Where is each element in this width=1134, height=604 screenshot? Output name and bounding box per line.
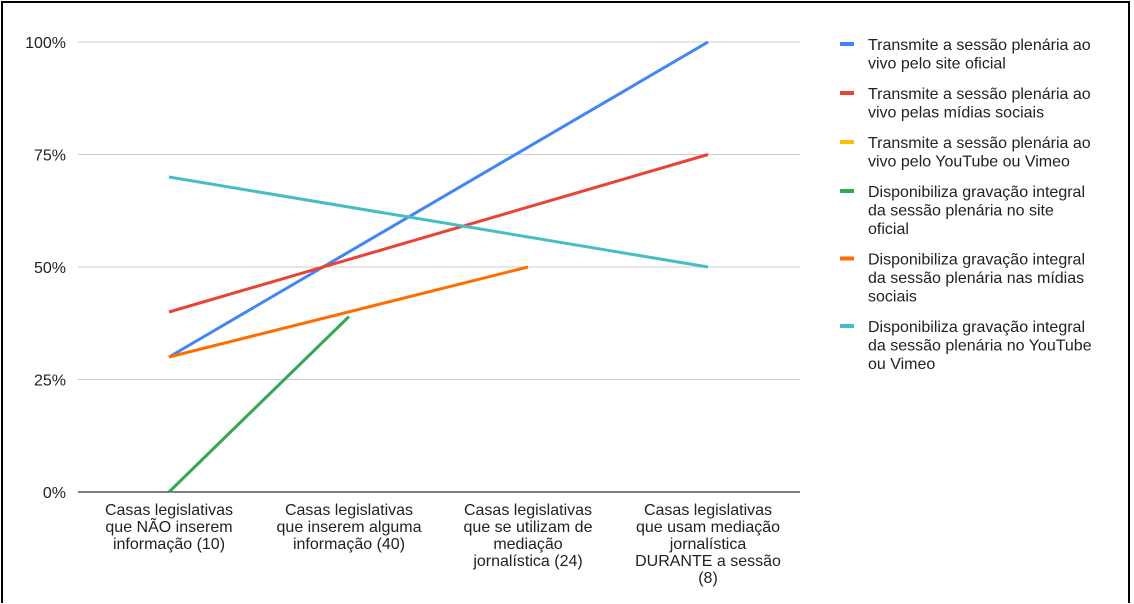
y-tick-label: 75% xyxy=(34,148,66,165)
legend-item: Transmite a sessão plenária ao vivo pelo … xyxy=(840,135,1091,171)
legend-label-line: sociais xyxy=(868,289,917,306)
legend-label-line: vivo pelo site oficial xyxy=(868,56,1006,73)
x-tick-label-line: Casas legislativas xyxy=(644,502,772,519)
legend-label-line: vivo pelo YouTube ou Vimeo xyxy=(868,154,1070,171)
legend-label-line: Disponibiliza gravação integral xyxy=(868,184,1085,201)
x-tick-label-line: (8) xyxy=(698,570,718,587)
legend-label-line: Disponibiliza gravação integral xyxy=(868,252,1085,269)
x-tick-label-line: que usam mediação xyxy=(636,519,780,536)
x-tick-label-line: que se utilizam de xyxy=(464,519,593,536)
legend: Transmite a sessão plenária ao vivo pelo … xyxy=(840,37,1092,373)
legend-item: Disponibiliza gravação integral da sessão… xyxy=(840,319,1092,373)
x-tick-label-line: jornalística (24) xyxy=(472,553,582,570)
y-tick-label: 50% xyxy=(34,260,66,277)
x-tick-label-line: mediação xyxy=(493,536,562,553)
x-tick-label-line: DURANTE a sessão xyxy=(635,553,781,570)
x-tick-label-line: Casas legislativas xyxy=(464,502,592,519)
legend-item: Transmite a sessão plenária ao vivo pelas… xyxy=(840,86,1091,122)
y-tick-label: 25% xyxy=(34,373,66,390)
legend-item: Transmite a sessão plenária ao vivo pelo … xyxy=(840,37,1091,73)
series-lines xyxy=(167,40,709,494)
legend-label-line: oficial xyxy=(868,221,909,238)
gridlines xyxy=(78,41,800,493)
series-line xyxy=(167,315,351,494)
legend-label-line: da sessão plenária no YouTube xyxy=(868,338,1092,355)
legend-label-line: Transmite a sessão plenária ao xyxy=(868,86,1091,103)
x-tick-label-line: jornalística xyxy=(669,536,747,553)
x-tick-label-line: Casas legislativas xyxy=(105,502,233,519)
legend-label-line: ou Vimeo xyxy=(868,356,935,373)
legend-label-line: da sessão plenária nas mídias xyxy=(868,270,1084,287)
legend-label-line: Transmite a sessão plenária ao xyxy=(868,37,1091,54)
series-line xyxy=(168,40,709,359)
x-tick-label-line: informação (10) xyxy=(113,536,225,553)
series-line xyxy=(168,153,709,314)
legend-label-line: Transmite a sessão plenária ao xyxy=(868,135,1091,152)
x-tick-label-line: informação (40) xyxy=(293,536,405,553)
legend-label-line: Disponibiliza gravação integral xyxy=(868,319,1085,336)
series-line xyxy=(168,175,709,269)
legend-item: Disponibiliza gravação integral da sessão… xyxy=(840,184,1085,238)
y-tick-label: 100% xyxy=(25,35,66,52)
x-tick-label-line: que NÃO inserem xyxy=(105,516,232,536)
y-tick-label: 0% xyxy=(43,485,66,502)
series-line xyxy=(168,265,529,359)
x-tick-label-line: Casas legislativas xyxy=(285,502,413,519)
y-axis: 0% 25% 50% 75% 100% xyxy=(25,35,66,502)
legend-label-line: da sessão plenária no site xyxy=(868,203,1054,220)
legend-label-line: vivo pelas mídias sociais xyxy=(868,105,1044,122)
x-tick-label-line: que inserem alguma xyxy=(277,519,422,536)
